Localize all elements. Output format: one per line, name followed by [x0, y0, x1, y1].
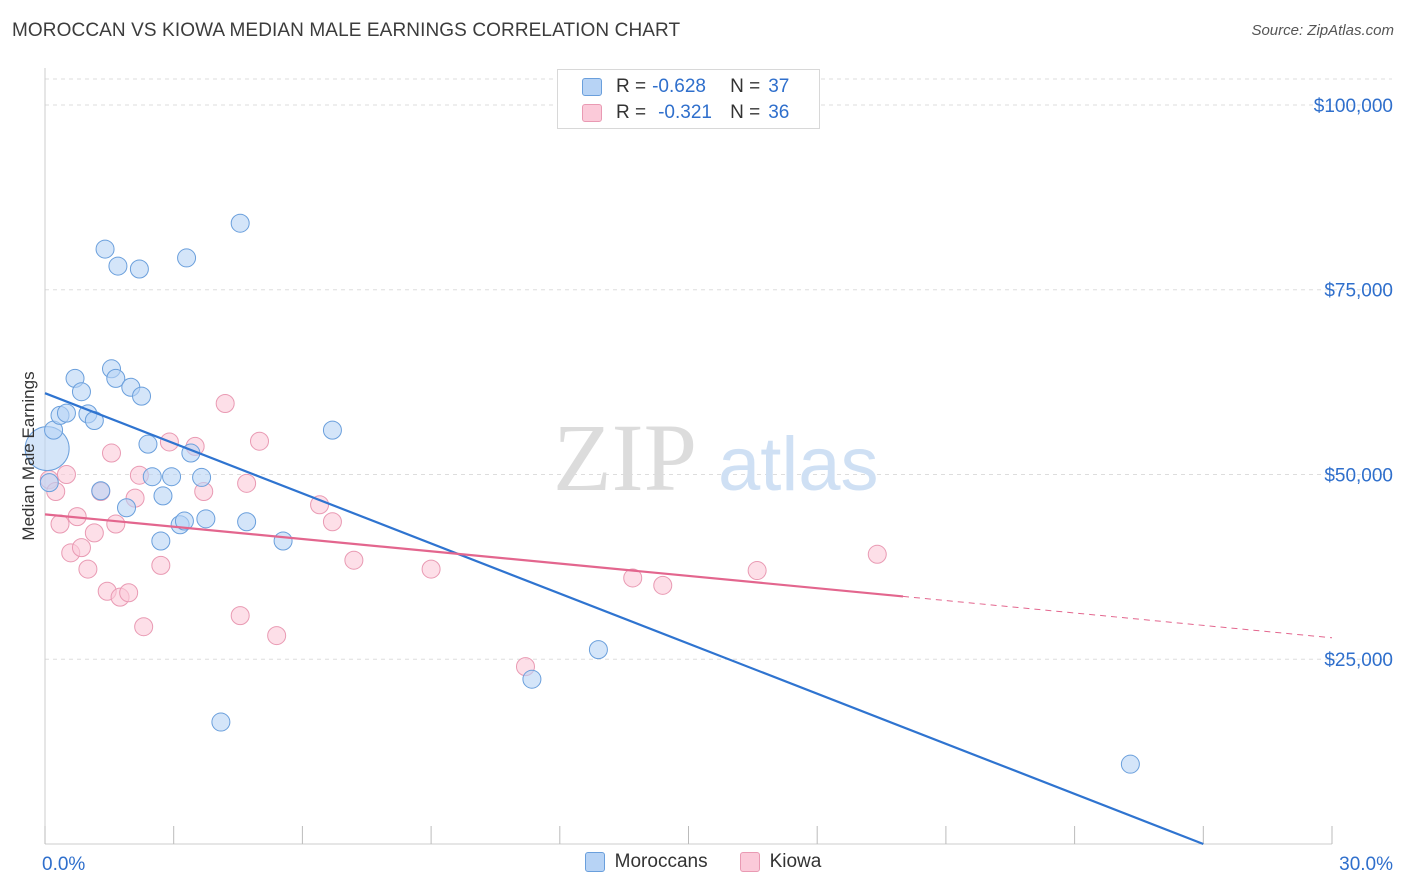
- moroccans-swatch: [582, 78, 602, 96]
- moroccans-point: [95, 239, 115, 259]
- x-tick-label: 30.0%: [1339, 854, 1393, 875]
- moroccans-point: [273, 531, 293, 551]
- legend-item-moroccans: Moroccans: [584, 851, 708, 873]
- kiowa-point: [106, 514, 126, 534]
- moroccans-trend-line: [44, 392, 1204, 846]
- legend-label-moroccans: Moroccans: [614, 851, 708, 872]
- kiowa-point: [84, 523, 104, 543]
- kiowa-swatch: [739, 852, 760, 872]
- moroccans-points: [24, 213, 1140, 774]
- trend-lines: [44, 392, 1333, 846]
- kiowa-point: [344, 550, 364, 570]
- moroccans-point: [117, 498, 137, 518]
- correlation-legend: R = -0.628 N = 37 R = -0.321 N = 36: [557, 69, 820, 129]
- moroccans-point: [192, 467, 212, 487]
- moroccans-point: [56, 403, 76, 423]
- kiowa-point: [151, 555, 171, 575]
- kiowa-point: [134, 617, 154, 637]
- moroccans-swatch: [584, 852, 605, 872]
- moroccans-point: [153, 486, 173, 506]
- moroccans-point: [174, 511, 194, 531]
- moroccans-point: [108, 256, 128, 276]
- kiowa-point: [230, 606, 250, 626]
- moroccans-point: [132, 386, 152, 406]
- legend-n-value: 36: [768, 102, 790, 123]
- watermark: ZIP atlas: [553, 404, 879, 511]
- kiowa-point: [322, 512, 342, 532]
- legend-row-moroccans: R = -0.628 N = 37: [582, 75, 789, 99]
- y-tick-label: $50,000: [1324, 465, 1393, 486]
- x-tick-label: 0.0%: [42, 854, 85, 875]
- legend-n-label: N =: [730, 76, 761, 97]
- moroccans-point: [151, 531, 171, 551]
- kiowa-point: [215, 394, 235, 414]
- kiowa-point: [101, 443, 121, 463]
- moroccans-point: [162, 467, 182, 487]
- moroccans-point: [230, 213, 250, 233]
- legend-r-label: R =: [616, 102, 647, 123]
- kiowa-point: [747, 561, 767, 581]
- moroccans-point: [177, 248, 197, 268]
- kiowa-point: [653, 575, 673, 595]
- kiowa-point: [250, 431, 269, 451]
- moroccans-point: [588, 640, 608, 660]
- chart-source: Source: ZipAtlas.com: [1251, 22, 1394, 39]
- watermark-zip: ZIP: [553, 404, 697, 511]
- kiowa-point: [56, 464, 76, 484]
- moroccans-point: [1120, 754, 1140, 774]
- kiowa-trend-line: [44, 513, 904, 598]
- legend-n-value: 37: [768, 76, 790, 97]
- legend-r-value: -0.628: [652, 76, 706, 97]
- moroccans-point: [211, 712, 231, 732]
- kiowa-point: [78, 559, 98, 579]
- grid-lines: [45, 78, 1392, 660]
- legend-r-value: -0.321: [658, 102, 712, 123]
- kiowa-swatch: [582, 104, 602, 122]
- legend-r-label: R =: [616, 76, 647, 97]
- y-axis-title: Median Male Earnings: [19, 371, 38, 540]
- moroccans-point: [237, 512, 257, 532]
- legend-item-kiowa: Kiowa: [739, 851, 822, 873]
- moroccans-point: [522, 669, 542, 689]
- moroccans-point: [91, 481, 111, 501]
- moroccans-point: [106, 368, 126, 388]
- legend-label-kiowa: Kiowa: [769, 851, 822, 872]
- chart-title: MOROCCAN VS KIOWA MEDIAN MALE EARNINGS C…: [12, 20, 681, 41]
- kiowa-point: [119, 583, 139, 603]
- moroccans-point: [322, 420, 342, 440]
- y-tick-label: $25,000: [1324, 650, 1393, 671]
- moroccans-point: [138, 434, 158, 454]
- moroccans-point: [39, 473, 59, 493]
- legend-row-kiowa: R = -0.321 N = 36: [582, 101, 789, 125]
- tick-labels: $25,000 $50,000 $75,000 $100,000 0.0% 30.0%: [42, 96, 1393, 875]
- series-legend: Moroccans Kiowa: [0, 851, 1406, 873]
- kiowa-point: [50, 514, 70, 534]
- watermark-atlas: atlas: [718, 422, 879, 507]
- moroccans-point: [196, 509, 216, 529]
- moroccans-point: [142, 467, 162, 487]
- kiowa-point: [421, 559, 441, 579]
- y-tick-label: $75,000: [1324, 281, 1393, 302]
- kiowa-point: [867, 544, 887, 564]
- legend-n-label: N =: [730, 102, 761, 123]
- kiowa-point: [623, 568, 643, 588]
- kiowa-point: [310, 495, 330, 515]
- kiowa-point: [237, 473, 257, 493]
- moroccans-point: [71, 382, 91, 402]
- kiowa-point: [71, 538, 91, 558]
- kiowa-point: [267, 626, 287, 646]
- kiowa-trend-extension: [902, 595, 1333, 639]
- y-tick-label: $100,000: [1314, 96, 1393, 117]
- moroccans-point: [129, 259, 149, 279]
